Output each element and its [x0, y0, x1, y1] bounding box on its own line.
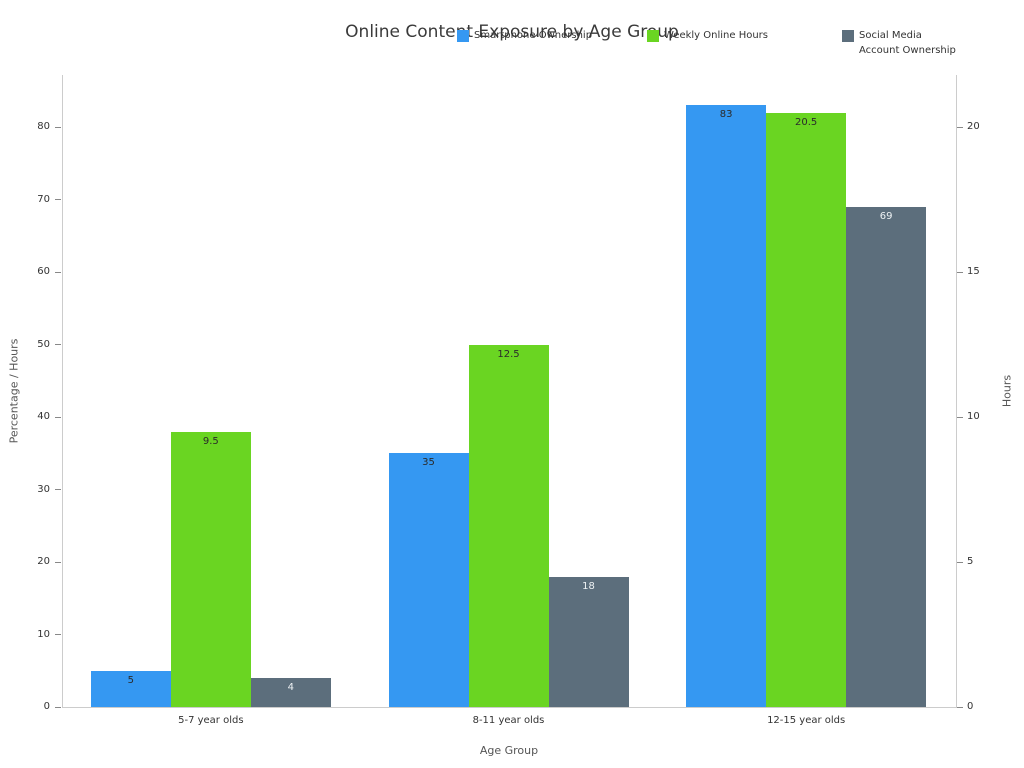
x-axis-label: Age Group [479, 744, 539, 757]
bar-weekly-online-hours [766, 112, 847, 707]
legend-item: Smartphone Ownership [457, 28, 592, 43]
bar-social-media-account-ownership [250, 678, 331, 707]
legend-item: Social Media Account Ownership [842, 28, 956, 58]
bar-value-label: 12.5 [497, 348, 520, 360]
bar-value-label: 35 [422, 457, 435, 469]
y-axis-left-tick-label: 0 [43, 701, 50, 712]
bar-value-label: 18 [582, 580, 595, 592]
bar-weekly-online-hours [170, 431, 251, 707]
legend-item: Weekly Online Hours [647, 28, 768, 43]
legend-swatch [647, 30, 659, 42]
bar-value-label: 5 [127, 674, 135, 686]
bar-social-media-account-ownership [548, 576, 629, 707]
legend-label: Smartphone Ownership [474, 30, 593, 41]
y-axis-left-tick-mark [55, 126, 61, 128]
y-axis-left-tick-mark [55, 561, 61, 563]
legend-swatch [457, 30, 469, 42]
x-axis-tick-label: 5-7 year olds [178, 715, 244, 726]
y-axis-left-tick-mark [55, 344, 61, 346]
bar-social-media-account-ownership [846, 206, 927, 707]
y-axis-left-tick-label: 20 [37, 556, 50, 568]
legend-swatch [842, 30, 854, 42]
y-axis-left-tick-mark [55, 634, 61, 636]
y-axis-left-tick-mark [55, 416, 61, 418]
y-axis-label-left: Percentage / Hours [7, 338, 21, 444]
y-axis-left-tick-label: 60 [37, 266, 50, 278]
bar-value-label: 4 [287, 682, 295, 693]
y-axis-label-right: Hours [1000, 374, 1014, 408]
y-axis-right-tick-mark [957, 271, 963, 273]
y-axis-right-tick-label: 5 [967, 556, 974, 568]
legend-label: Social Media Account Ownership [859, 30, 956, 56]
y-axis-right-tick-mark [957, 706, 963, 708]
y-axis-left-tick-mark [55, 199, 61, 201]
bar-value-label: 69 [879, 210, 893, 222]
bar-value-label: 20.5 [795, 116, 818, 128]
legend-label: Weekly Online Hours [664, 30, 769, 41]
x-axis-tick-label: 12-15 year olds [767, 715, 846, 726]
y-axis-right-tick-mark [957, 416, 963, 418]
bar-value-label: 83 [719, 109, 733, 121]
x-axis-tick-label: 8-11 year olds [472, 715, 545, 726]
bar-weekly-online-hours [468, 344, 549, 707]
y-axis-left-tick-label: 50 [37, 338, 50, 350]
y-axis-right-tick-label: 10 [967, 411, 980, 423]
y-axis-right-tick-label: 20 [967, 121, 980, 133]
y-axis-right-tick-label: 15 [967, 266, 980, 278]
y-axis-right-tick-mark [957, 126, 963, 128]
y-axis-right-tick-mark [957, 561, 963, 563]
y-axis-right-tick-label: 0 [967, 701, 974, 712]
y-axis-left-tick-label: 80 [37, 121, 50, 133]
chart-title: Online Content Exposure by Age Group [345, 22, 679, 42]
y-axis-left-tick-mark [55, 489, 61, 491]
y-axis-left-tick-mark [55, 706, 61, 708]
y-axis-left-tick-label: 30 [37, 483, 50, 495]
y-axis-left-tick-label: 10 [37, 628, 50, 640]
plot-area [62, 75, 957, 708]
bar-smartphone-ownership [90, 670, 171, 707]
bar-value-label: 9.5 [202, 435, 219, 447]
bar-smartphone-ownership [686, 105, 767, 707]
y-axis-left-tick-label: 40 [37, 411, 50, 423]
y-axis-left-tick-label: 70 [37, 193, 50, 205]
bar-smartphone-ownership [388, 453, 469, 707]
y-axis-left-tick-mark [55, 271, 61, 273]
